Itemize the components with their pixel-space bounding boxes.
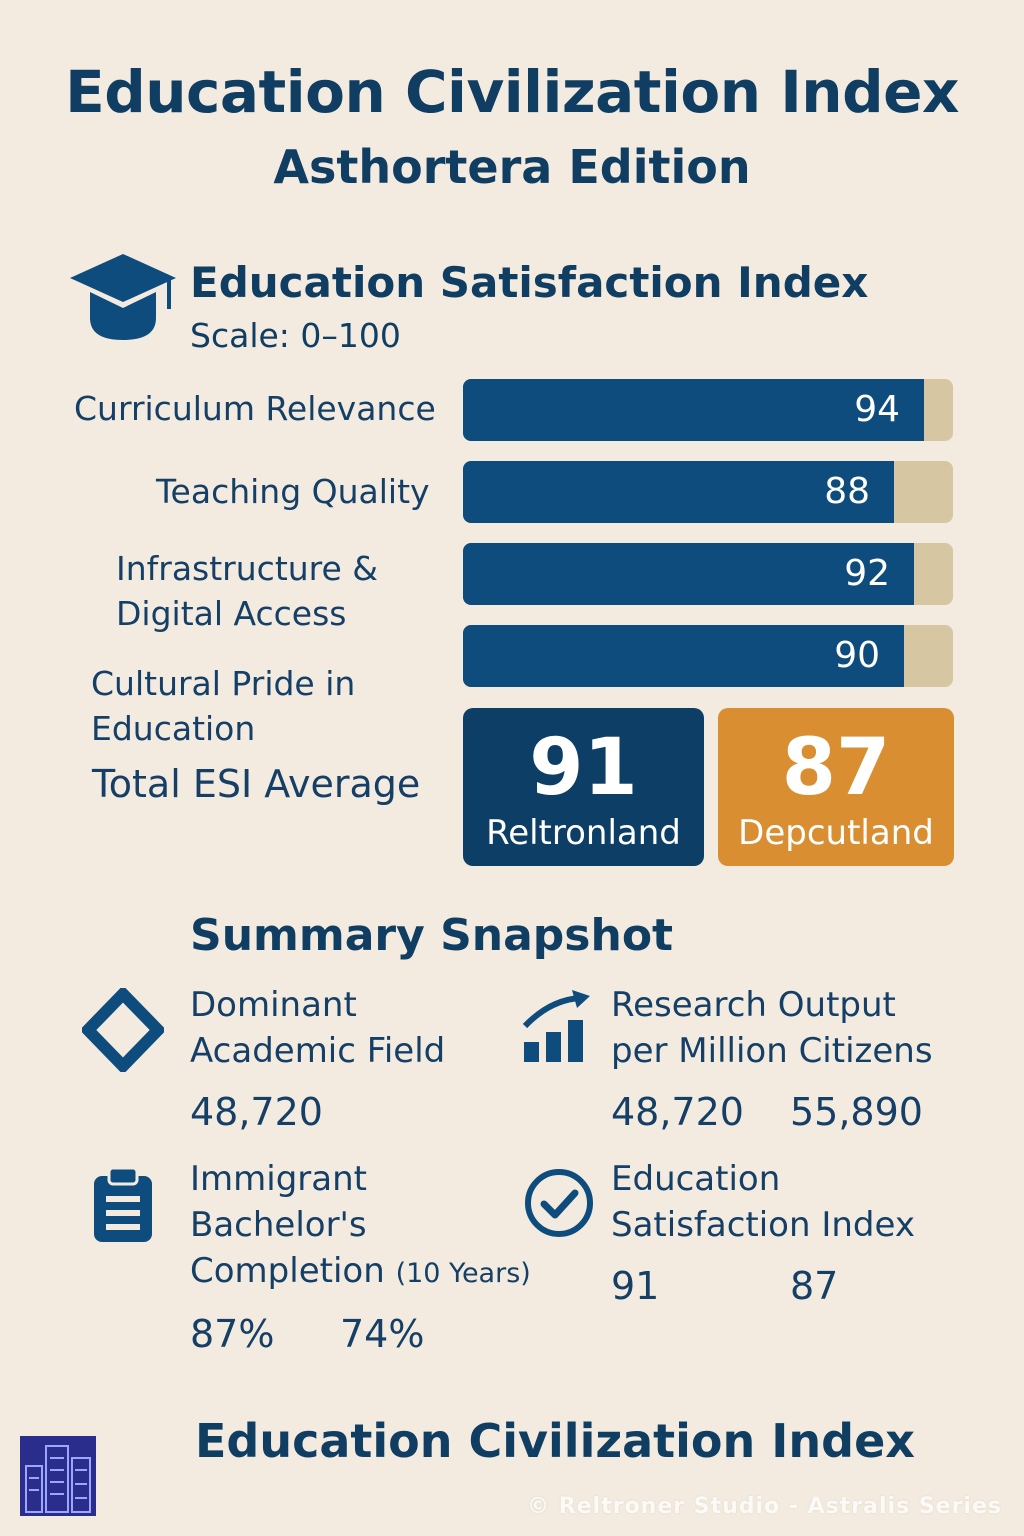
row-label-line: Digital Access [116,594,347,633]
summary-label-line: Research Output [611,985,896,1025]
bar-curriculum [463,379,924,441]
row-label-curriculum: Curriculum Relevance [74,386,436,431]
bar-value-cultural: 90 [834,635,880,676]
score-value-reltronland: 91 [529,723,638,813]
summary-label-text: Completion [190,1251,385,1291]
row-label-line: Curriculum Relevance [74,389,436,428]
row-label-infrastructure: Infrastructure & Digital Access [116,546,378,636]
city-buildings-icon [20,1436,96,1520]
summary-value-esi-2: 87 [790,1264,839,1308]
bar-cultural [463,625,904,687]
score-box-depcutland: 87 Depcutland [718,708,954,866]
summary-value-immigrant-completion-2: 74% [340,1312,425,1356]
summary-label-note: (10 Years) [395,1258,531,1289]
clipboard-icon [92,1166,154,1248]
summary-label-esi: Education Satisfaction Index [611,1156,915,1248]
summary-label-dominant-field: Dominant Academic Field [190,982,445,1074]
total-esi-label: Total ESI Average [92,762,421,806]
summary-label-immigrant-completion: Immigrant Bachelor's Completion (10 Year… [190,1156,531,1297]
main-title: Education Civilization Index [65,58,959,126]
score-name-reltronland: Reltronland [486,813,681,853]
summary-title: Summary Snapshot [190,910,674,961]
summary-value-research-output-2: 55,890 [790,1090,923,1134]
summary-value-esi-1: 91 [611,1264,660,1308]
bar-value-infrastructure: 92 [844,553,890,594]
score-box-reltronland: 91 Reltronland [463,708,704,866]
row-label-cultural: Cultural Pride in Education [91,661,355,751]
bar-track-infrastructure: 92 [463,543,953,605]
summary-label-line: Education [611,1159,781,1199]
bar-teaching [463,461,894,523]
diamond-icon [79,985,167,1076]
summary-label-line: per Million Citizens [611,1031,933,1071]
summary-label-line: Dominant [190,985,357,1025]
summary-label-research-output: Research Output per Million Citizens [611,982,933,1074]
summary-label-line: Satisfaction Index [611,1205,915,1245]
section-title: Education Satisfaction Index [190,258,869,307]
subtitle: Asthortera Edition [273,140,751,194]
check-circle-icon [522,1166,596,1244]
bar-value-teaching: 88 [824,471,870,512]
copyright-watermark: © Reltroner Studio - Astralis Series [527,1494,1002,1519]
row-label-line: Infrastructure & [116,549,379,588]
summary-label-line: Completion (10 Years) [190,1248,531,1297]
bar-track-cultural: 90 [463,625,953,687]
footer-title: Education Civilization Index [195,1414,915,1468]
row-label-line: Teaching Quality [156,472,430,511]
summary-value-research-output-1: 48,720 [611,1090,744,1134]
growth-chart-icon [522,990,594,1068]
scale-label: Scale: 0–100 [190,316,401,355]
bar-infrastructure [463,543,914,605]
bar-track-curriculum: 94 [463,379,953,441]
bar-track-teaching: 88 [463,461,953,523]
score-value-depcutland: 87 [781,723,891,813]
summary-value-dominant-field: 48,720 [190,1090,323,1134]
bar-value-curriculum: 94 [854,389,900,430]
summary-label-line: Academic Field [190,1031,446,1071]
row-label-line: Education [91,709,256,748]
row-label-line: Cultural Pride in [91,664,356,703]
graduation-cap-icon [68,252,178,348]
score-name-depcutland: Depcutland [738,813,934,853]
summary-label-line: Bachelor's [190,1205,367,1245]
summary-label-line: Immigrant [190,1159,367,1199]
row-label-teaching: Teaching Quality [156,469,430,514]
summary-value-immigrant-completion-1: 87% [190,1312,275,1356]
